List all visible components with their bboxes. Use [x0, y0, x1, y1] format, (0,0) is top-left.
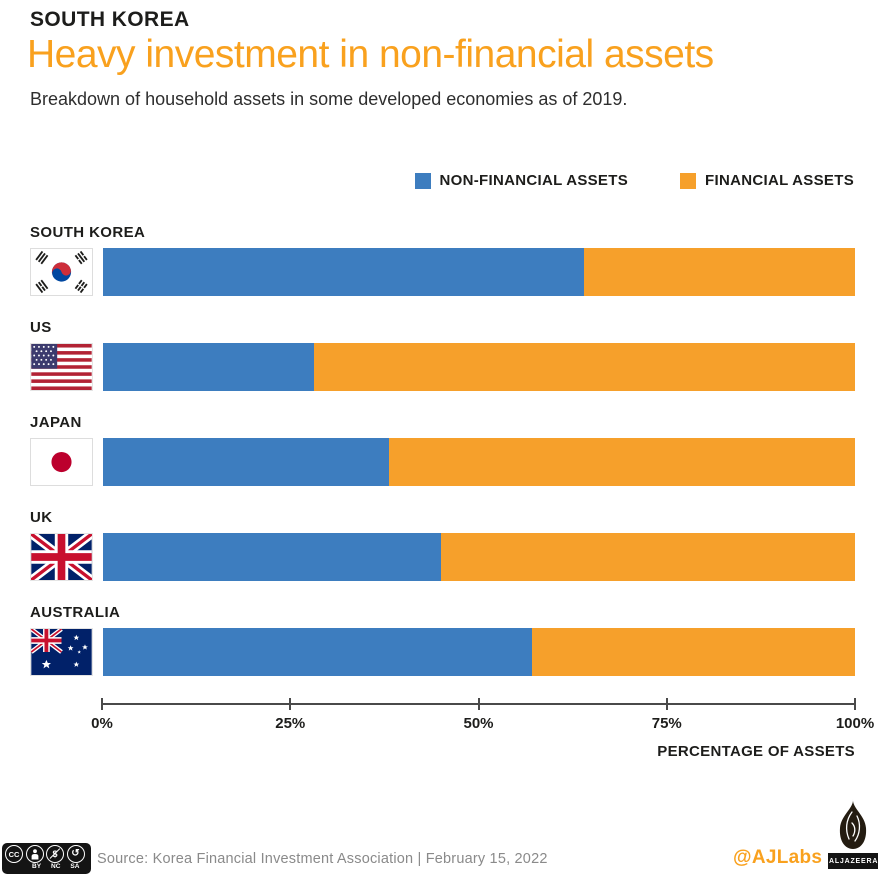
stacked-bar — [103, 248, 855, 296]
stacked-bar — [103, 533, 855, 581]
legend-swatch-blue-icon — [414, 172, 431, 189]
bar-segment-non-financial — [103, 628, 532, 676]
legend-item-non-financial: NON-FINANCIAL ASSETS — [414, 172, 629, 189]
bar-segment-non-financial — [103, 343, 314, 391]
share-alike-icon: ↺ — [66, 845, 85, 863]
axis-tick-label: 75% — [651, 715, 682, 732]
stacked-bar — [103, 343, 855, 391]
bar-row-uk: UK — [30, 509, 855, 581]
aljazeera-mark-icon — [828, 799, 878, 851]
bar-segment-financial — [531, 628, 855, 676]
subtitle: Breakdown of household assets in some de… — [30, 89, 628, 109]
flag-uk-icon — [30, 533, 93, 581]
country-label: UK — [30, 509, 53, 526]
legend: NON-FINANCIAL ASSETS FINANCIAL ASSETS — [414, 172, 855, 189]
legend-label: NON-FINANCIAL ASSETS — [439, 172, 629, 189]
flag-japan-icon — [30, 438, 93, 486]
bar-row-us: US — [30, 319, 855, 391]
axis-tick — [101, 698, 103, 710]
stacked-bar — [103, 628, 855, 676]
cc-nc-label: NC — [51, 863, 61, 870]
cc-by-label: BY — [32, 863, 42, 870]
bar-segment-financial — [441, 533, 855, 581]
axis-tick-label: 50% — [463, 715, 494, 732]
country-label: AUSTRALIA — [30, 604, 121, 621]
bar-segment-non-financial — [103, 248, 585, 296]
stacked-bar — [103, 438, 855, 486]
non-commercial-icon: $ — [46, 845, 64, 863]
kicker: SOUTH KOREA — [30, 8, 190, 31]
ajlabs-credit: @AJLabs — [733, 847, 823, 868]
flag-australia-icon — [30, 628, 93, 676]
bar-segment-financial — [313, 343, 855, 391]
bar-row-south-korea: SOUTH KOREA — [30, 224, 855, 296]
cc-labels: BY NC SA — [32, 863, 88, 871]
axis-tick — [665, 698, 668, 710]
bar-row-australia: AUSTRALIA — [30, 604, 855, 676]
cc-license-badge: CC $ ↺ BY NC SA — [2, 843, 91, 874]
country-label: SOUTH KOREA — [30, 224, 146, 241]
axis-tick-label: 100% — [835, 715, 875, 732]
aljazeera-wordmark: ALJAZEERA — [828, 853, 878, 869]
aljazeera-logo: ALJAZEERA — [828, 799, 878, 869]
flag-south-korea-icon — [30, 248, 93, 296]
page-title: Heavy investment in non-financial assets — [27, 33, 714, 76]
bar-segment-financial — [388, 438, 855, 486]
legend-swatch-orange-icon — [680, 172, 697, 189]
country-label: US — [30, 319, 52, 336]
legend-item-financial: FINANCIAL ASSETS — [680, 172, 854, 189]
attribution-icon — [25, 845, 44, 863]
bar-segment-non-financial — [103, 438, 389, 486]
cc-icon: CC — [5, 845, 23, 863]
bar-row-japan: JAPAN — [30, 414, 855, 486]
flag-us-icon — [30, 343, 93, 391]
country-label: JAPAN — [30, 414, 82, 431]
axis-caption: PERCENTAGE OF ASSETS — [657, 743, 855, 760]
x-axis: 0% 25% 50% 75% 100% — [91, 698, 874, 738]
bar-segment-non-financial — [103, 533, 442, 581]
axis-tick-label: 25% — [275, 715, 306, 732]
axis-tick — [854, 698, 856, 710]
cc-sa-label: SA — [70, 863, 80, 870]
legend-label: FINANCIAL ASSETS — [705, 172, 854, 189]
axis-tick — [289, 698, 292, 710]
axis-tick-label: 0% — [91, 715, 113, 732]
bar-segment-financial — [584, 248, 855, 296]
axis-tick — [477, 698, 480, 710]
source-line: Source: Korea Financial Investment Assoc… — [97, 851, 548, 867]
